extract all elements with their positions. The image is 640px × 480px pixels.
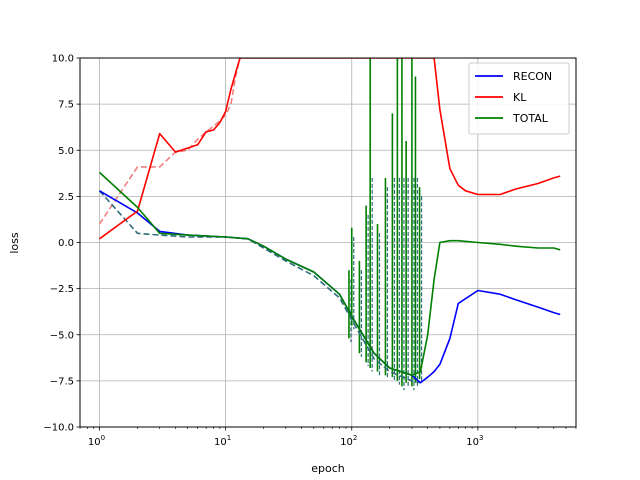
y-tick-label: 0.0: [58, 238, 74, 249]
x-tick-label: 100: [88, 434, 105, 448]
y-tick-label: −10.0: [43, 423, 74, 434]
y-tick-label: 2.5: [58, 192, 74, 203]
y-axis-label: loss: [8, 232, 21, 254]
legend-label: RECON: [513, 70, 552, 83]
x-tick-label: 103: [466, 434, 483, 448]
axis-ticks: −10.0 −7.5 −5.0 −2.5 0.0 2.5 5.0 7.5 10.0 100 101 1…: [43, 54, 577, 448]
y-tick-label: −2.5: [50, 284, 74, 295]
legend-label: KL: [513, 91, 527, 104]
y-tick-label: 7.5: [58, 100, 74, 111]
x-tick-label: 101: [214, 434, 231, 448]
plot-series: [98, 58, 561, 391]
legend-box: [468, 62, 570, 135]
series-line-total: [98, 171, 561, 377]
legend: RECON KL TOTAL: [468, 62, 570, 135]
legend-label: TOTAL: [512, 112, 549, 125]
y-tick-label: −5.0: [50, 330, 74, 341]
series-line-dashed-3: [98, 58, 241, 225]
y-tick-label: 10.0: [52, 54, 74, 65]
series-line-dashed-4: [98, 190, 421, 384]
x-axis-label: epoch: [311, 462, 345, 475]
x-tick-label: 102: [340, 434, 357, 448]
y-tick-label: 5.0: [58, 146, 74, 157]
series-line-kl: [99, 58, 561, 240]
y-tick-label: −7.5: [50, 376, 74, 387]
